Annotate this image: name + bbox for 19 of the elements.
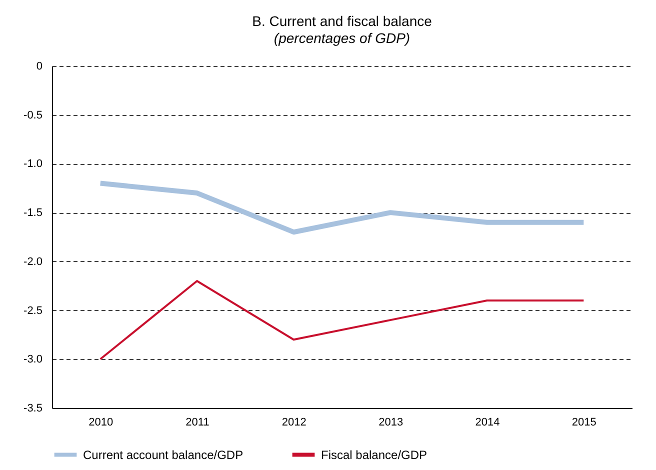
x-tick-label: 2011 [186,416,210,428]
chart-title: B. Current and fiscal balance [252,13,432,29]
x-tick-label: 2014 [475,416,500,428]
y-tick-label: -3.5 [24,402,42,414]
y-tick-label: -1.5 [24,207,42,220]
y-tick-label: -2.0 [24,256,42,268]
legend-label: Current account balance/GDP [83,448,244,462]
y-tick-label: 0 [36,60,42,72]
y-tick-label: -3.0 [24,354,42,366]
x-tick-label: 2013 [378,416,404,428]
line-series [99,280,585,360]
chart-subtitle: (percentages of GDP) [274,30,410,46]
y-tick-label: -1.0 [24,158,42,170]
legend-label: Fiscal balance/GDP [321,448,428,462]
x-tick-label: 2012 [282,416,306,428]
x-tick-label: 2015 [572,416,596,428]
y-tick-label: -0.5 [24,109,42,122]
y-tick-label: -2.5 [24,304,42,317]
x-tick-label: 2010 [88,416,114,428]
